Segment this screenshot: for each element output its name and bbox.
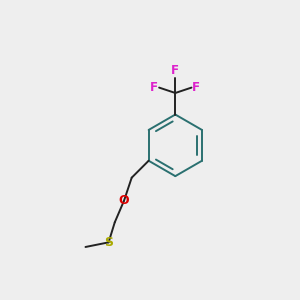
Text: F: F <box>150 81 158 94</box>
Text: O: O <box>119 194 129 207</box>
Text: F: F <box>192 81 200 94</box>
Text: F: F <box>171 64 179 77</box>
Text: S: S <box>104 236 113 249</box>
